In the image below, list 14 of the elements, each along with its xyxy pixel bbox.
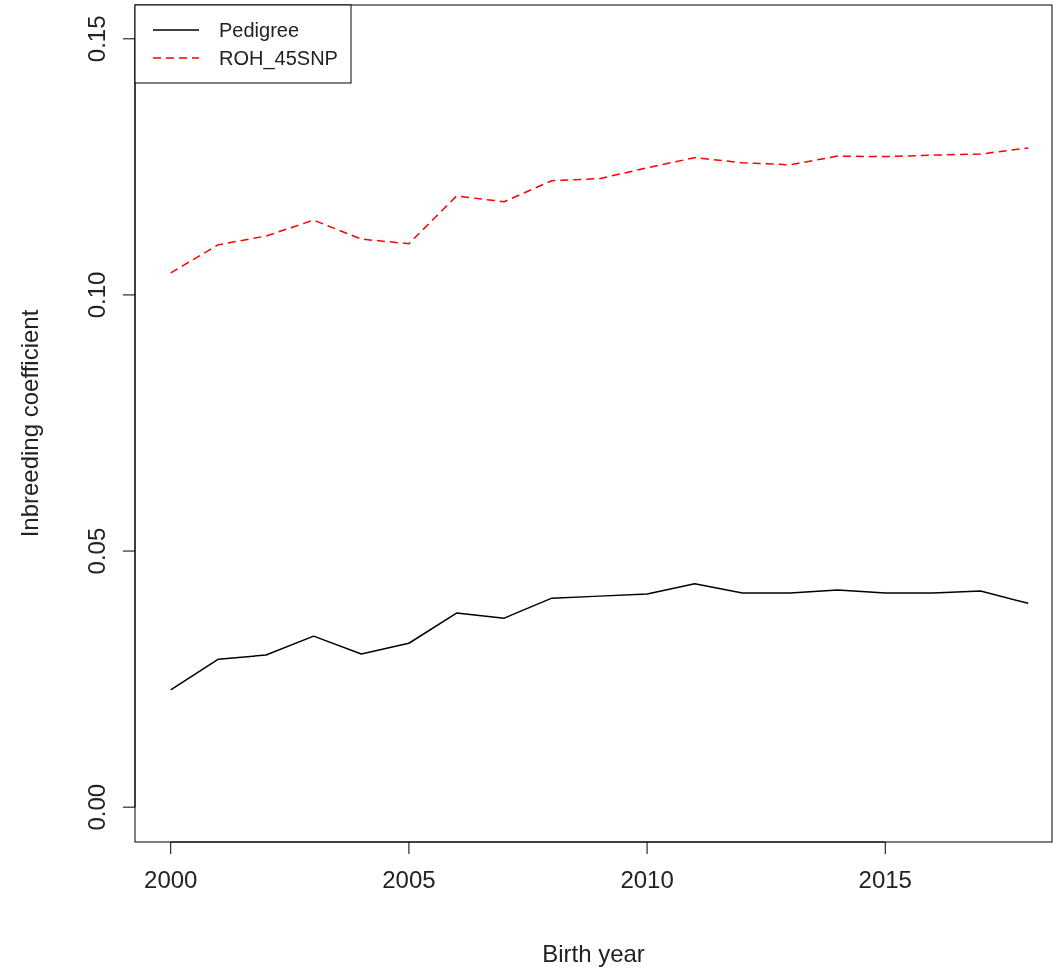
line-series xyxy=(169,147,1029,274)
y-tick-label: 0.10 xyxy=(83,271,110,319)
legend-label: Pedigree xyxy=(219,19,300,41)
x-tick-label: 2000 xyxy=(144,866,198,893)
y-tick-label: 0.00 xyxy=(83,783,110,831)
y-tick-label: 0.15 xyxy=(83,15,110,63)
x-axis-title: Birth year xyxy=(542,940,645,967)
x-tick-label: 2015 xyxy=(858,866,912,893)
x-tick-label: 2010 xyxy=(620,866,674,893)
line-series xyxy=(169,583,1029,691)
y-tick-label: 0.05 xyxy=(83,527,110,575)
y-axis-title: Inbreeding coefficient xyxy=(16,309,43,538)
legend-label: ROH_45SNP xyxy=(219,47,338,70)
x-tick-label: 2005 xyxy=(382,866,436,893)
